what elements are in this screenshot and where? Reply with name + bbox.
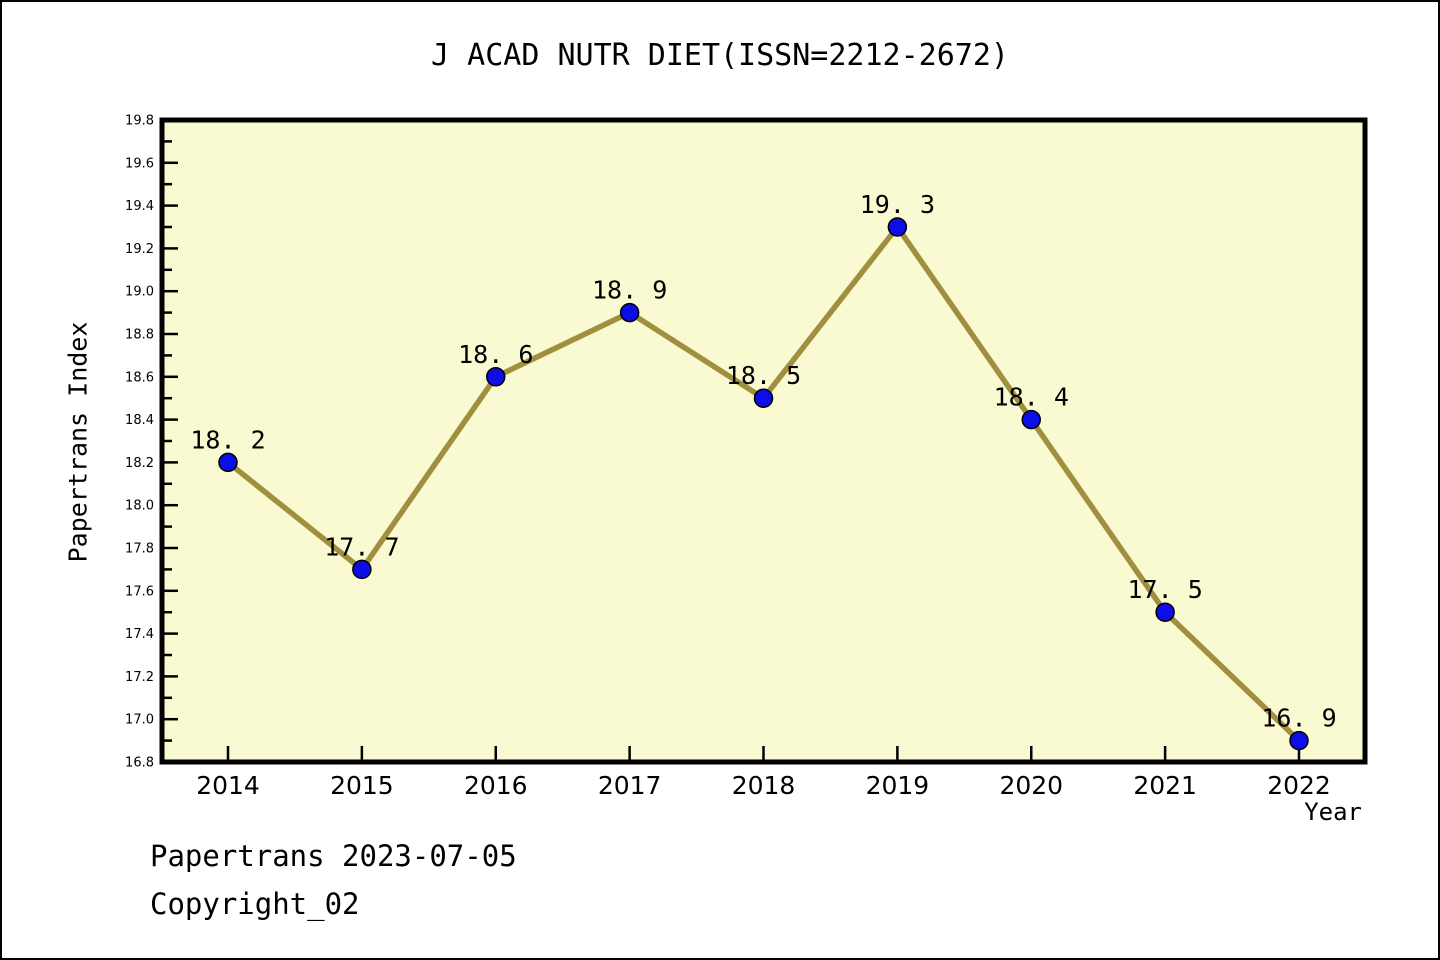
x-tick-label: 2020 [999,771,1063,800]
y-tick-label: 18.2 [125,456,154,471]
y-tick-label: 19.4 [125,199,154,214]
data-point-marker [1155,602,1175,622]
data-point-label: 16. 9 [1261,704,1336,733]
data-point-label: 17. 7 [324,532,399,561]
y-tick-label: 18.4 [125,413,154,428]
y-tick-label: 18.8 [125,328,154,343]
data-point-label: 18. 4 [994,383,1069,412]
data-point-label: 18. 6 [458,340,533,369]
y-tick-label: 17.4 [125,627,154,642]
chart-title: J ACAD NUTR DIET(ISSN=2212-2672) [431,38,1009,73]
y-tick-label: 16.8 [125,756,154,771]
data-point-label: 18. 9 [592,276,667,305]
data-point-marker [1289,730,1309,751]
data-point-marker [486,367,506,387]
y-tick-label: 19.6 [125,156,154,171]
x-tick-label: 2018 [732,771,796,800]
data-point-marker [352,559,372,580]
data-point-marker [1021,409,1041,430]
y-tick-label: 19.8 [125,114,154,129]
x-tick-label: 2014 [196,771,260,800]
data-point-marker [218,452,238,473]
y-tick-label: 19.0 [125,285,154,300]
y-tick-label: 17.2 [125,670,154,685]
y-tick-label: 17.0 [125,713,154,728]
footer-copyright-text: Copyright_02 [150,887,360,921]
data-point-label: 18. 2 [190,425,265,454]
data-point-label: 19. 3 [860,190,935,219]
y-axis-label: Papertrans Index [63,321,93,563]
y-tick-label: 18.0 [125,499,154,514]
y-tick-label: 19.2 [125,242,154,257]
y-tick-label: 17.6 [125,584,154,599]
y-tick-label: 17.8 [125,542,154,557]
y-tick-label: 18.6 [125,370,154,385]
data-point-marker [887,217,908,237]
x-tick-label: 2019 [866,771,930,800]
data-point-marker [753,388,774,408]
plot-area-background [159,117,1368,765]
x-axis-label: Year [1304,798,1362,826]
x-tick-label: 2016 [464,771,528,800]
x-tick-label: 2017 [598,771,662,800]
x-tick-label: 2021 [1133,771,1197,800]
data-point-marker [619,302,640,323]
data-point-label: 17. 5 [1127,575,1202,604]
footer-date-text: Papertrans 2023-07-05 [150,839,517,873]
x-tick-label: 2015 [330,771,394,800]
x-tick-label: 2022 [1267,771,1331,800]
data-point-label: 18. 5 [726,361,801,390]
